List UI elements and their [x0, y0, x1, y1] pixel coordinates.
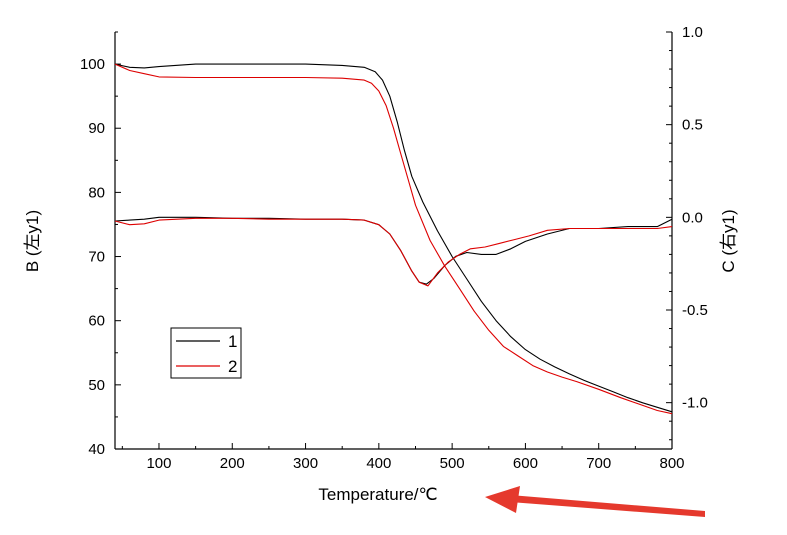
legend-box: [170, 327, 242, 379]
series-line-2-right: [114, 217, 673, 287]
tick-label-group: 100 200 300 400 500 600 700 800 40 50 60 70 80 90 100 -…: [80, 24, 708, 472]
tick-group: [115, 31, 673, 450]
arrow-head: [485, 486, 520, 513]
y-left-tick-label: 50: [88, 377, 105, 394]
x-tick-label: 400: [366, 455, 391, 472]
x-tick-label: 600: [513, 455, 538, 472]
y-left-tick-label: 90: [88, 120, 105, 137]
x-tick-label: 800: [659, 455, 684, 472]
annotation-arrow: [485, 486, 705, 517]
x-tick-label: 100: [146, 455, 171, 472]
y-right-tick-label: -1.0: [682, 395, 708, 412]
series-line-1-left: [114, 63, 673, 413]
x-axis-title: Temperature/℃: [318, 485, 437, 504]
legend-label-1: 1: [228, 332, 237, 351]
series-line-2-left: [114, 63, 673, 415]
y-right-tick-label: 0.0: [682, 209, 703, 226]
x-tick-label: 700: [586, 455, 611, 472]
series-group: [114, 63, 673, 415]
y-right-axis-title: C (右y1): [719, 209, 738, 272]
y-left-tick-label: 40: [88, 441, 105, 458]
x-tick-label: 300: [293, 455, 318, 472]
plot-frame: [114, 32, 673, 450]
y-right-tick-label: 0.5: [682, 117, 703, 134]
legend: 1 2: [170, 327, 242, 379]
x-tick-label: 500: [440, 455, 465, 472]
y-right-tick-label: 1.0: [682, 24, 703, 41]
y-left-tick-label: 60: [88, 313, 105, 330]
series-line-1-right: [114, 216, 673, 285]
y-left-tick-label: 70: [88, 249, 105, 266]
x-tick-label: 200: [220, 455, 245, 472]
y-right-tick-label: -0.5: [682, 302, 708, 319]
y-left-tick-label: 100: [80, 56, 105, 73]
y-left-axis-title: B (左y1): [23, 210, 42, 272]
y-left-tick-label: 80: [88, 184, 105, 201]
legend-label-2: 2: [228, 357, 237, 376]
arrow-shaft: [510, 495, 705, 517]
